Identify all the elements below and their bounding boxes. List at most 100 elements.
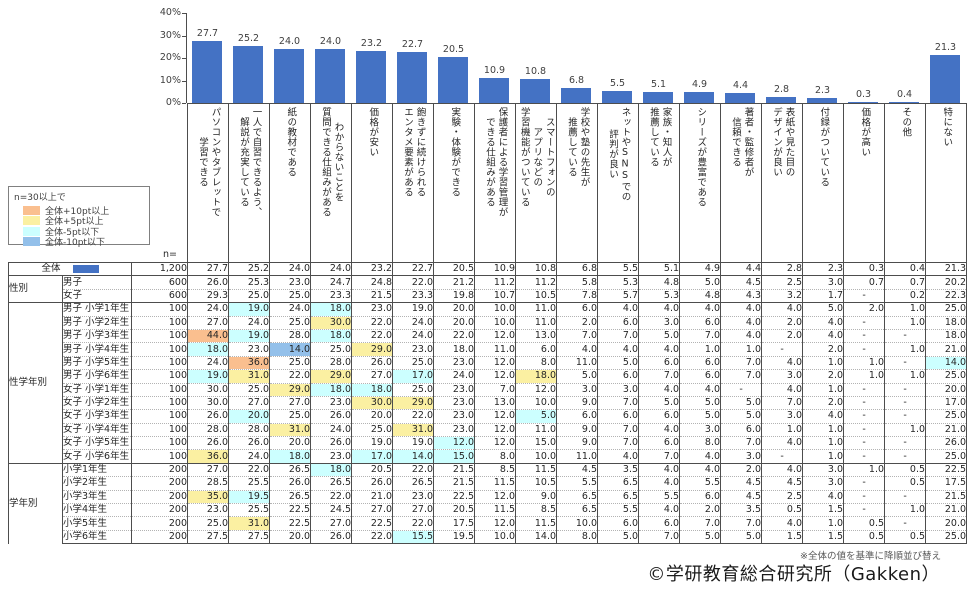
table-row: 男子 小学3年生 100 44.0 19.0 28.0 18.0 22.0 24.0 22.0 1… [9, 328, 968, 343]
value-cell: 4.0 [679, 462, 722, 477]
value-cell: 22.0 [433, 328, 476, 343]
value-cell: 6.0 [638, 355, 681, 370]
value-cell: 0.5 [884, 462, 927, 477]
value-cell: - [843, 328, 886, 343]
column-header-text: パソコンやタブレットで 学習できる [197, 107, 221, 217]
value-cell: 18.0 [310, 328, 353, 343]
row-label-cell: 女子 小学1年生 [62, 382, 132, 397]
value-cell: 19.0 [228, 328, 271, 343]
value-cell: 31.0 [269, 422, 312, 437]
value-cell: 25.0 [228, 382, 271, 397]
column-header: 価格が高い [843, 103, 886, 263]
legend-item-label: 全体-5pt以下 [45, 227, 100, 238]
value-cell: 5.5 [556, 476, 599, 491]
value-cell: 5.7 [597, 288, 640, 303]
table-row: 女子 小学5年生 100 26.0 26.0 20.0 26.0 19.0 19.0 12.0 1… [9, 436, 968, 450]
column-header-text: 家族・知人が 推薦している [648, 107, 672, 167]
value-cell: - [843, 489, 886, 504]
value-cell: 29.0 [269, 382, 312, 397]
total-label-text: 全体 [41, 263, 61, 275]
value-cell: 10.0 [515, 449, 558, 464]
value-cell: 0.7 [843, 275, 886, 290]
value-cell: 3.0 [679, 422, 722, 437]
n-cell: 100 [130, 436, 189, 450]
value-cell: 10.0 [474, 302, 517, 317]
value-cell: 20.0 [269, 529, 312, 545]
bar [848, 102, 878, 103]
column-header: 保護者による学習管理が できる仕組みがある [474, 103, 517, 263]
value-cell: - [720, 382, 763, 397]
value-cell: 24.8 [351, 275, 394, 290]
value-cell: 36.0 [187, 449, 230, 464]
legend-item-label: 全体-10pt以下 [45, 238, 105, 249]
value-cell: 4.0 [720, 302, 763, 317]
value-cell: 7.0 [638, 449, 681, 464]
column-header-text: 実験・体験ができる [449, 107, 461, 197]
results-table: パソコンやタブレットで 学習できる 一人で自習できるよう、 解説が充実している 紙の… [8, 103, 968, 545]
column-header: 紙の教材である [269, 103, 312, 263]
value-cell: 3.0 [761, 369, 804, 384]
value-cell: 1.0 [802, 422, 845, 437]
legend-swatch [23, 205, 40, 215]
value-cell: 10.0 [515, 395, 558, 410]
value-cell: 24.0 [269, 261, 312, 276]
value-cell: 4.0 [556, 342, 599, 357]
value-cell: - [843, 503, 886, 517]
value-cell: 1.7 [802, 288, 845, 303]
value-cell: 14.0 [515, 529, 558, 545]
value-cell: 21.5 [433, 462, 476, 477]
value-cell: 12.0 [474, 489, 517, 504]
value-cell: 23.0 [228, 342, 271, 357]
row-label-cell: 女子 小学4年生 [62, 422, 132, 437]
value-cell: 21.3 [925, 261, 968, 276]
value-cell: 19.0 [392, 302, 435, 317]
table-row: 性学年別 男子 小学1年生 100 24.0 19.0 24.0 18.0 23.0 19.0 2… [8, 302, 968, 464]
value-cell: 5.0 [597, 529, 640, 545]
value-cell: 20.0 [433, 315, 476, 330]
value-cell: 23.0 [392, 489, 435, 504]
value-cell: 2.0 [720, 462, 763, 477]
value-cell: 6.0 [597, 315, 640, 330]
row-label-cell: 女子 小学6年生 [62, 449, 132, 464]
value-cell: 10.9 [474, 261, 517, 276]
bar [356, 50, 386, 103]
value-cell: - [884, 328, 927, 343]
value-cell: 23.3 [310, 288, 353, 303]
y-axis-tick [182, 80, 186, 82]
table-row: 小学3年生 200 35.0 19.5 26.5 22.0 21.0 23.0 22.5 12.0… [9, 489, 968, 504]
value-cell: - [843, 315, 886, 330]
value-cell: 20.0 [925, 382, 968, 397]
copyright: ©学研教育総合研究所（Gakken） [647, 564, 940, 585]
value-cell: 26.5 [269, 462, 312, 477]
column-header: 表紙や見た目の デザインが良い [761, 103, 804, 263]
value-cell: 15.0 [515, 436, 558, 450]
value-cell: - [843, 436, 886, 450]
column-header: 著者・監修者が 信頼できる [720, 103, 763, 263]
value-cell: 22.0 [228, 462, 271, 477]
value-cell: 2.0 [802, 395, 845, 410]
y-axis-tick [182, 35, 186, 37]
column-header-text: シリーズが豊富である [695, 107, 707, 207]
table-row: 小学5年生 200 25.0 31.0 22.5 27.0 22.5 22.0 17.5 12.0… [9, 516, 968, 531]
value-cell: 1.0 [761, 422, 804, 437]
value-cell: 4.0 [638, 382, 681, 397]
table-row: 女子 小学4年生 100 28.0 28.0 31.0 24.0 25.0 31.0 23.0 1… [9, 422, 968, 437]
value-cell: 0.4 [884, 261, 927, 276]
value-cell: 7.0 [638, 369, 681, 384]
row-label-cell: 小学6年生 [62, 529, 132, 545]
row-label-cell: 女子 小学2年生 [62, 395, 132, 410]
value-cell: 22.0 [310, 489, 353, 504]
value-cell: - [843, 449, 886, 464]
value-cell: 7.8 [556, 288, 599, 303]
chart-column: 4.4 [720, 13, 761, 103]
row-label-cell: 男子 [62, 275, 132, 290]
column-header-text: ネットやSNSでの 評判が良い [607, 107, 631, 202]
value-cell: 25.0 [310, 342, 353, 357]
value-cell: 25.5 [228, 503, 271, 517]
legend-item: 全体-10pt以下 [23, 237, 149, 248]
value-cell: 6.0 [515, 342, 558, 357]
value-cell: 10.8 [515, 261, 558, 276]
value-cell: 11.0 [556, 355, 599, 370]
value-cell: 22.5 [269, 503, 312, 517]
value-cell: 24.0 [228, 449, 271, 464]
